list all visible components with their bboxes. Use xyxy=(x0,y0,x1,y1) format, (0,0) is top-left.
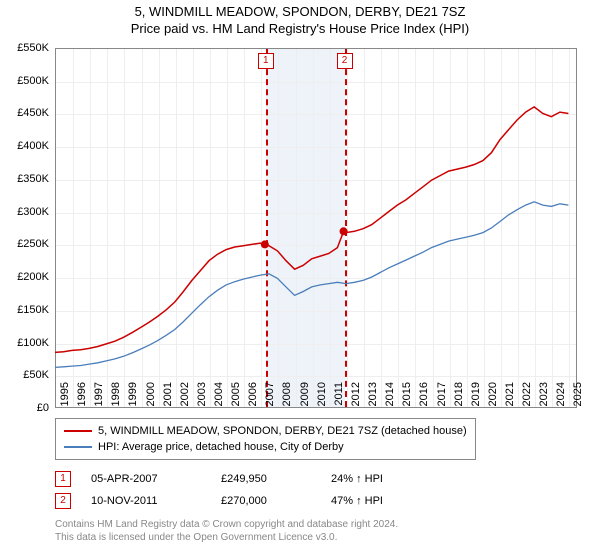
x-tick-label: 2024 xyxy=(555,382,567,412)
x-tick-label: 2007 xyxy=(264,382,276,412)
title-address: 5, WINDMILL MEADOW, SPONDON, DERBY, DE21… xyxy=(0,4,600,19)
x-tick-label: 2008 xyxy=(281,382,293,412)
line-layer xyxy=(55,48,577,408)
footer-attribution: Contains HM Land Registry data © Crown c… xyxy=(55,518,398,544)
x-tick-label: 2006 xyxy=(247,382,259,412)
sale-diff: 47% ↑ HPI xyxy=(331,495,421,507)
legend-label: HPI: Average price, detached house, City… xyxy=(98,441,344,453)
y-tick-label: £0 xyxy=(0,402,49,414)
chart-area: 12 £0£50K£100K£150K£200K£250K£300K£350K£… xyxy=(55,48,577,408)
legend: 5, WINDMILL MEADOW, SPONDON, DERBY, DE21… xyxy=(55,418,476,460)
footer-line1: Contains HM Land Registry data © Crown c… xyxy=(55,518,398,531)
footer-line2: This data is licensed under the Open Gov… xyxy=(55,531,398,544)
x-tick-label: 2003 xyxy=(196,382,208,412)
sale-row-badge: 1 xyxy=(55,471,71,487)
y-tick-label: £250K xyxy=(0,238,49,250)
series-marker xyxy=(340,227,348,235)
x-tick-label: 2021 xyxy=(504,382,516,412)
sale-date: 10-NOV-2011 xyxy=(91,495,201,507)
legend-row: HPI: Average price, detached house, City… xyxy=(64,439,467,455)
x-tick-label: 2013 xyxy=(367,382,379,412)
sale-row: 2 10-NOV-2011 £270,000 47% ↑ HPI xyxy=(55,490,421,512)
x-tick-label: 1995 xyxy=(59,382,71,412)
x-tick-label: 2000 xyxy=(145,382,157,412)
sale-date: 05-APR-2007 xyxy=(91,473,201,485)
y-tick-label: £350K xyxy=(0,173,49,185)
legend-swatch xyxy=(64,446,92,448)
legend-row: 5, WINDMILL MEADOW, SPONDON, DERBY, DE21… xyxy=(64,423,467,439)
title-subtitle: Price paid vs. HM Land Registry's House … xyxy=(0,21,600,36)
x-tick-label: 2001 xyxy=(162,382,174,412)
y-tick-label: £450K xyxy=(0,107,49,119)
x-tick-label: 2015 xyxy=(401,382,413,412)
sale-row-badge: 2 xyxy=(55,493,71,509)
x-tick-label: 1998 xyxy=(110,382,122,412)
x-tick-label: 2009 xyxy=(299,382,311,412)
x-tick-label: 2004 xyxy=(213,382,225,412)
x-tick-label: 1999 xyxy=(127,382,139,412)
x-tick-label: 2010 xyxy=(316,382,328,412)
x-tick-label: 2014 xyxy=(384,382,396,412)
y-tick-label: £50K xyxy=(0,369,49,381)
x-tick-label: 2002 xyxy=(179,382,191,412)
sale-price: £249,950 xyxy=(221,473,311,485)
x-tick-label: 2011 xyxy=(333,382,345,412)
chart-container: 5, WINDMILL MEADOW, SPONDON, DERBY, DE21… xyxy=(0,0,600,560)
series-line-property xyxy=(55,107,568,353)
x-tick-label: 2023 xyxy=(538,382,550,412)
x-tick-label: 2018 xyxy=(453,382,465,412)
y-tick-label: £400K xyxy=(0,140,49,152)
title-block: 5, WINDMILL MEADOW, SPONDON, DERBY, DE21… xyxy=(0,0,600,36)
x-tick-label: 2016 xyxy=(418,382,430,412)
x-tick-label: 2022 xyxy=(521,382,533,412)
x-tick-label: 2019 xyxy=(470,382,482,412)
y-tick-label: £150K xyxy=(0,304,49,316)
x-tick-label: 1996 xyxy=(76,382,88,412)
x-tick-label: 2025 xyxy=(572,382,584,412)
series-line-hpi xyxy=(55,202,568,368)
sale-price: £270,000 xyxy=(221,495,311,507)
y-tick-label: £300K xyxy=(0,206,49,218)
sale-row: 1 05-APR-2007 £249,950 24% ↑ HPI xyxy=(55,468,421,490)
sale-diff: 24% ↑ HPI xyxy=(331,473,421,485)
legend-label: 5, WINDMILL MEADOW, SPONDON, DERBY, DE21… xyxy=(98,425,467,437)
y-tick-label: £100K xyxy=(0,337,49,349)
x-tick-label: 2020 xyxy=(487,382,499,412)
x-tick-label: 1997 xyxy=(93,382,105,412)
x-tick-label: 2012 xyxy=(350,382,362,412)
y-tick-label: £500K xyxy=(0,75,49,87)
sales-table: 1 05-APR-2007 £249,950 24% ↑ HPI 2 10-NOV-201… xyxy=(55,468,421,512)
legend-swatch xyxy=(64,430,92,432)
y-tick-label: £200K xyxy=(0,271,49,283)
series-marker xyxy=(261,240,269,248)
x-tick-label: 2017 xyxy=(436,382,448,412)
y-tick-label: £550K xyxy=(0,42,49,54)
x-tick-label: 2005 xyxy=(230,382,242,412)
